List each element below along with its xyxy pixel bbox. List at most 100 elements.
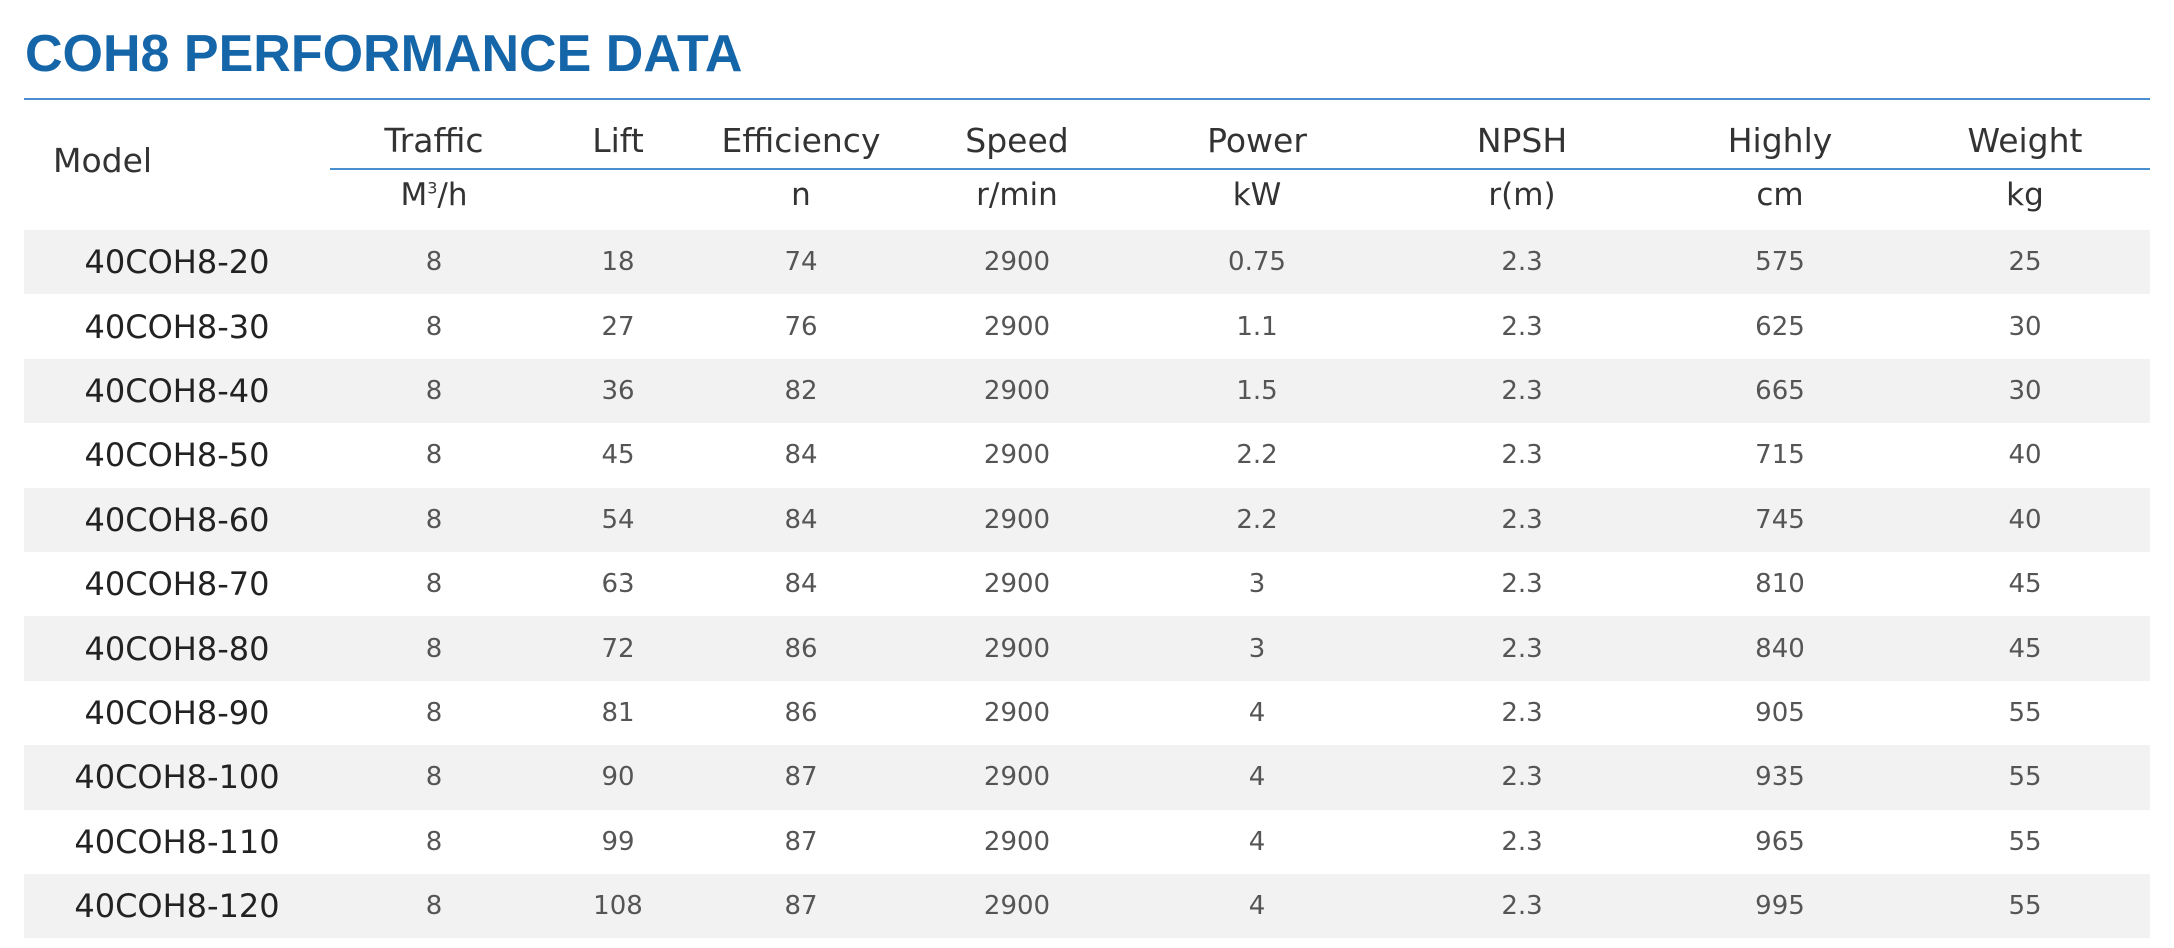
cell-npsh: 2.3 bbox=[1384, 423, 1660, 488]
cell-speed: 2900 bbox=[904, 551, 1130, 617]
cell-highly: 625 bbox=[1660, 294, 1900, 359]
cell-npsh: 2.3 bbox=[1384, 680, 1660, 746]
unit-traffic: M3/h bbox=[330, 169, 538, 226]
cell-power: 1.1 bbox=[1130, 294, 1384, 359]
cell-weight: 30 bbox=[1900, 358, 2150, 424]
cell-lift: 18 bbox=[538, 219, 698, 295]
cell-npsh: 2.3 bbox=[1384, 294, 1660, 359]
unit-npsh: r(m) bbox=[1384, 169, 1660, 226]
cell-speed: 2900 bbox=[904, 616, 1130, 681]
header-row-units: M3/h n r/min kW r(m) cm kg bbox=[24, 169, 2150, 226]
cell-weight: 45 bbox=[1900, 551, 2150, 617]
unit-highly: cm bbox=[1660, 169, 1900, 226]
unit-power: kW bbox=[1130, 169, 1384, 226]
cell-power: 1.5 bbox=[1130, 358, 1384, 424]
cell-npsh: 2.3 bbox=[1384, 873, 1660, 939]
cell-efficiency: 87 bbox=[698, 809, 904, 874]
cell-model: 40COH8-70 bbox=[24, 551, 330, 617]
cell-speed: 2900 bbox=[904, 294, 1130, 359]
cell-model: 40COH8-40 bbox=[24, 358, 330, 424]
cell-traffic: 8 bbox=[330, 551, 538, 617]
header-npsh: NPSH bbox=[1384, 98, 1660, 170]
cell-efficiency: 84 bbox=[698, 551, 904, 617]
cell-lift: 27 bbox=[538, 294, 698, 359]
cell-traffic: 8 bbox=[330, 294, 538, 359]
table-header: Model Traffic Lift Efficiency Speed Powe… bbox=[24, 98, 2150, 226]
cell-power: 2.2 bbox=[1130, 487, 1384, 552]
cell-lift: 45 bbox=[538, 423, 698, 488]
cell-model: 40COH8-60 bbox=[24, 487, 330, 552]
cell-npsh: 2.3 bbox=[1384, 809, 1660, 874]
cell-highly: 745 bbox=[1660, 487, 1900, 552]
cell-power: 0.75 bbox=[1130, 219, 1384, 295]
cell-power: 2.2 bbox=[1130, 423, 1384, 488]
header-speed: Speed bbox=[904, 98, 1130, 170]
cell-highly: 810 bbox=[1660, 551, 1900, 617]
cell-highly: 965 bbox=[1660, 809, 1900, 874]
cell-traffic: 8 bbox=[330, 219, 538, 295]
cell-lift: 36 bbox=[538, 358, 698, 424]
cell-highly: 905 bbox=[1660, 680, 1900, 746]
cell-weight: 40 bbox=[1900, 487, 2150, 552]
cell-highly: 575 bbox=[1660, 219, 1900, 295]
cell-highly: 840 bbox=[1660, 616, 1900, 681]
header-power: Power bbox=[1130, 98, 1384, 170]
table-row: 40COH8-60 8 54 84 2900 2.2 2.3 745 40 bbox=[24, 487, 2150, 552]
cell-speed: 2900 bbox=[904, 487, 1130, 552]
performance-table: Model Traffic Lift Efficiency Speed Powe… bbox=[24, 98, 2150, 939]
cell-power: 3 bbox=[1130, 551, 1384, 617]
cell-weight: 30 bbox=[1900, 294, 2150, 359]
cell-efficiency: 76 bbox=[698, 294, 904, 359]
cell-traffic: 8 bbox=[330, 809, 538, 874]
cell-power: 3 bbox=[1130, 616, 1384, 681]
unit-speed: r/min bbox=[904, 169, 1130, 226]
performance-table-container: Model Traffic Lift Efficiency Speed Powe… bbox=[24, 98, 2150, 939]
cell-lift: 108 bbox=[538, 873, 698, 939]
cell-lift: 63 bbox=[538, 551, 698, 617]
table-row: 40COH8-110 8 99 87 2900 4 2.3 965 55 bbox=[24, 809, 2150, 874]
cell-power: 4 bbox=[1130, 809, 1384, 874]
cell-weight: 40 bbox=[1900, 423, 2150, 488]
table-row: 40COH8-70 8 63 84 2900 3 2.3 810 45 bbox=[24, 551, 2150, 617]
cell-model: 40COH8-90 bbox=[24, 680, 330, 746]
cell-npsh: 2.3 bbox=[1384, 487, 1660, 552]
header-lift: Lift bbox=[538, 98, 698, 170]
cell-efficiency: 84 bbox=[698, 487, 904, 552]
cell-highly: 995 bbox=[1660, 873, 1900, 939]
cell-model: 40COH8-100 bbox=[24, 745, 330, 810]
cell-traffic: 8 bbox=[330, 358, 538, 424]
header-traffic: Traffic bbox=[330, 98, 538, 170]
cell-weight: 55 bbox=[1900, 680, 2150, 746]
cell-power: 4 bbox=[1130, 745, 1384, 810]
cell-npsh: 2.3 bbox=[1384, 219, 1660, 295]
unit-traffic-exponent: 3 bbox=[427, 178, 438, 198]
cell-lift: 81 bbox=[538, 680, 698, 746]
header-efficiency: Efficiency bbox=[698, 98, 904, 170]
cell-weight: 55 bbox=[1900, 873, 2150, 939]
cell-efficiency: 87 bbox=[698, 745, 904, 810]
table-row: 40COH8-40 8 36 82 2900 1.5 2.3 665 30 bbox=[24, 358, 2150, 424]
cell-highly: 665 bbox=[1660, 358, 1900, 424]
cell-speed: 2900 bbox=[904, 358, 1130, 424]
cell-lift: 54 bbox=[538, 487, 698, 552]
cell-weight: 25 bbox=[1900, 219, 2150, 295]
cell-traffic: 8 bbox=[330, 616, 538, 681]
page-title: COH8 PERFORMANCE DATA bbox=[25, 25, 743, 83]
cell-lift: 72 bbox=[538, 616, 698, 681]
table-row: 40COH8-80 8 72 86 2900 3 2.3 840 45 bbox=[24, 616, 2150, 681]
cell-efficiency: 84 bbox=[698, 423, 904, 488]
table-row: 40COH8-30 8 27 76 2900 1.1 2.3 625 30 bbox=[24, 294, 2150, 359]
header-row-names: Model Traffic Lift Efficiency Speed Powe… bbox=[24, 98, 2150, 226]
cell-power: 4 bbox=[1130, 873, 1384, 939]
unit-lift bbox=[538, 169, 698, 226]
cell-efficiency: 86 bbox=[698, 616, 904, 681]
cell-speed: 2900 bbox=[904, 745, 1130, 810]
cell-speed: 2900 bbox=[904, 219, 1130, 295]
cell-efficiency: 87 bbox=[698, 873, 904, 939]
cell-power: 4 bbox=[1130, 680, 1384, 746]
cell-model: 40COH8-110 bbox=[24, 809, 330, 874]
cell-weight: 55 bbox=[1900, 809, 2150, 874]
header-highly: Highly bbox=[1660, 98, 1900, 170]
cell-efficiency: 74 bbox=[698, 219, 904, 295]
cell-speed: 2900 bbox=[904, 873, 1130, 939]
